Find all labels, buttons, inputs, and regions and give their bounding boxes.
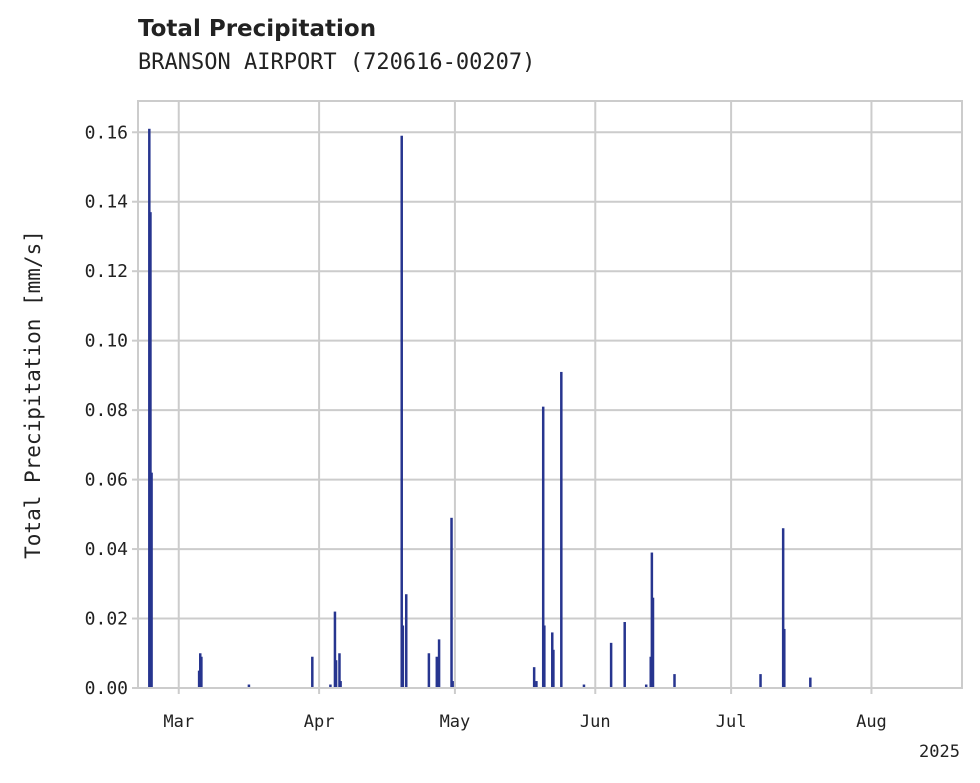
x-axis-ticks: Mar Apr May Jun Jul Aug xyxy=(163,688,887,732)
y-tick-label: 0.12 xyxy=(85,261,128,282)
precipitation-bar xyxy=(781,528,785,688)
bars xyxy=(148,128,812,688)
precipitation-bar xyxy=(552,649,555,688)
precipitation-bar xyxy=(149,212,152,688)
precipitation-bar xyxy=(673,674,676,688)
x-tick-label: Mar xyxy=(163,712,194,732)
x-tick-label: Aug xyxy=(856,712,887,732)
precipitation-bar xyxy=(339,681,342,688)
x-tick-label: Apr xyxy=(304,712,335,732)
precipitation-bar xyxy=(582,684,586,688)
precipitation-bar xyxy=(150,472,153,688)
precipitation-bar xyxy=(644,684,648,688)
y-tick-label: 0.00 xyxy=(85,678,128,699)
x-tick-label: Jun xyxy=(580,712,611,732)
precipitation-bar xyxy=(333,611,337,688)
precipitation-bar xyxy=(451,681,454,688)
precipitation-bar xyxy=(783,628,786,688)
precipitation-bar xyxy=(437,639,441,688)
precipitation-bar xyxy=(450,517,453,688)
x-axis-year-label: 2025 xyxy=(919,742,960,762)
y-axis-ticks: 0.00 0.02 0.04 0.06 0.08 0.10 0.12 0.14 0.16 xyxy=(85,122,138,699)
y-tick-label: 0.14 xyxy=(85,192,128,213)
precipitation-bar xyxy=(759,674,762,688)
grid xyxy=(138,101,962,689)
x-tick-label: May xyxy=(440,712,471,732)
precipitation-bar xyxy=(334,660,338,688)
precipitation-bar xyxy=(338,653,341,688)
precipitation-bar xyxy=(623,622,626,688)
precipitation-bar xyxy=(609,642,613,688)
precipitation-bar xyxy=(435,656,439,688)
precipitation-bar xyxy=(311,656,314,688)
x-tick-label: Jul xyxy=(716,712,747,732)
precipitation-bar xyxy=(401,625,405,688)
precipitation-bar xyxy=(532,667,536,688)
y-tick-label: 0.08 xyxy=(85,400,128,421)
plot-frame xyxy=(137,100,963,689)
precipitation-bar xyxy=(560,371,563,688)
precipitation-bar xyxy=(200,656,203,688)
precipitation-bar xyxy=(543,625,546,688)
precipitation-bar xyxy=(809,677,812,688)
precipitation-bar xyxy=(651,597,655,688)
precipitation-bar xyxy=(427,653,431,688)
y-tick-label: 0.10 xyxy=(85,331,128,352)
precipitation-bar xyxy=(405,594,408,688)
y-axis-label: Total Precipitation [mm/s] xyxy=(21,230,45,559)
precipitation-bar xyxy=(329,684,332,688)
precipitation-bar xyxy=(247,684,251,688)
chart-subtitle: BRANSON AIRPORT (720616-00207) xyxy=(138,50,536,75)
precipitation-bar xyxy=(535,681,538,688)
y-tick-label: 0.16 xyxy=(85,122,128,143)
precipitation-bar xyxy=(541,406,545,688)
precipitation-bar xyxy=(400,135,403,688)
y-tick-label: 0.04 xyxy=(85,539,128,560)
y-tick-label: 0.06 xyxy=(85,470,128,491)
y-tick-label: 0.02 xyxy=(85,609,128,630)
chart-title: Total Precipitation xyxy=(138,16,377,42)
